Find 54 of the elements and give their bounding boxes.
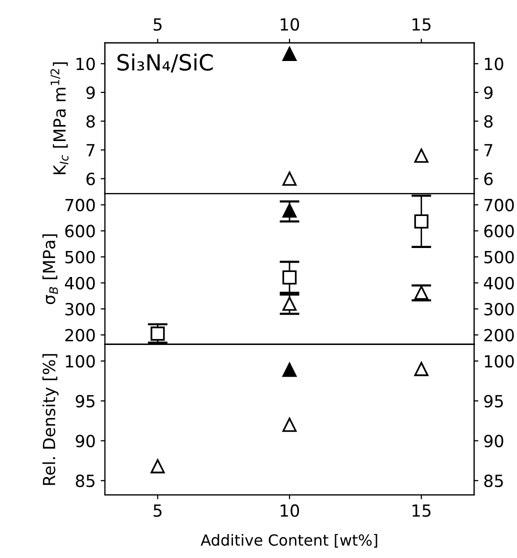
y-axis-title: Rel. Density [%] [42,354,59,485]
y-tick-label: 500 [65,250,95,264]
y2-tick-label: 500 [484,250,514,264]
y2-tick-label: 7 [484,144,492,156]
y-tick-label: 700 [65,198,95,212]
point [282,172,297,186]
x-tick-label: 15 [412,504,431,517]
y2-tick-label: 9 [484,86,493,99]
y-tick-label: 400 [64,276,95,290]
point [282,203,297,218]
y-tick-label: 9 [86,86,95,99]
y2-tick-label: 95 [484,394,503,408]
y2-tick-label: 8 [484,115,493,128]
y-tick-label: 95 [76,394,94,408]
y2-tick-label: 400 [484,276,514,290]
point [282,296,297,311]
point [282,362,297,377]
y2-tick-label: 10 [484,58,504,70]
y-axis-title: σ$_{B}$ [MPa] [42,234,58,304]
y2-tick-label: 6 [484,172,493,186]
y-axis-title: K$_{Ic}$ [MPa m$^{1/2}$] [50,62,68,174]
y-tick-label: 300 [65,302,95,316]
y-tick-label: 6 [86,172,95,186]
y-tick-label: 90 [76,434,95,448]
point [282,418,297,432]
y2-tick-label: 300 [484,302,514,316]
point [414,362,428,376]
x-axis-title: Additive Content [wt%] [200,534,378,548]
y2-tick-label: 600 [484,224,514,238]
y-tick-label: 85 [76,474,94,488]
y2-tick-label: 100 [484,354,514,368]
y2-tick-label: 85 [484,474,503,488]
point [414,148,428,163]
x-tick-label: 5 [154,504,162,517]
y-tick-label: 100 [66,354,95,368]
y-tick-label: 10 [76,58,95,70]
x2-tick-label: 10 [280,18,300,31]
y-tick-label: 600 [65,224,95,238]
x2-tick-label: 15 [412,18,431,31]
x2-tick-label: 5 [154,18,162,31]
y2-tick-label: 200 [484,328,514,342]
y-tick-label: 200 [65,328,95,342]
annotation: Si₃N₄/SiC [117,54,213,72]
y-tick-label: 8 [86,115,95,128]
y2-tick-label: 700 [484,198,514,212]
y-tick-label: 7 [86,144,94,156]
x-tick-label: 10 [280,504,300,517]
point [282,270,297,284]
point [414,214,428,229]
point [150,326,165,341]
point [150,459,165,474]
point [282,46,297,61]
point [414,286,428,300]
y2-tick-label: 90 [484,434,504,448]
